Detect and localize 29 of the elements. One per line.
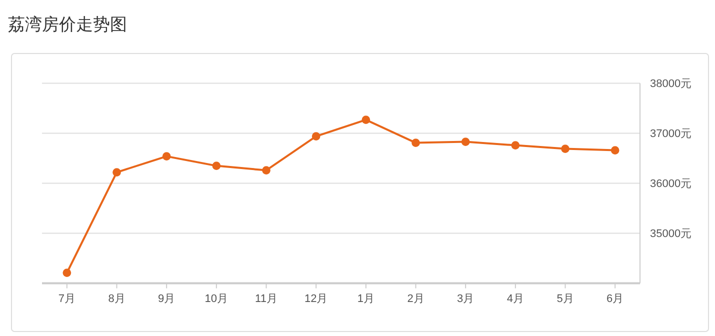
y-tick-label: 36000元	[650, 178, 692, 190]
point	[262, 166, 270, 174]
point	[62, 268, 72, 277]
y-tick-label: 38000元	[650, 78, 692, 90]
point	[162, 152, 171, 160]
point	[312, 132, 320, 140]
point	[412, 138, 420, 147]
x-tick-label: 6月	[606, 293, 624, 306]
x-tick-label: 5月	[556, 293, 574, 306]
chart-title: 荔湾房价走势图	[8, 15, 127, 35]
point	[461, 138, 470, 146]
point	[212, 162, 221, 170]
point	[362, 116, 370, 124]
x-tick-label: 10月	[204, 293, 228, 306]
point	[561, 144, 570, 153]
x-tick-label: 2月	[407, 293, 424, 306]
x-tick-label: 9月	[158, 293, 176, 306]
x-tick-label: 8月	[108, 293, 126, 306]
x-tick-label: 11月	[255, 293, 278, 306]
x-tick-label: 4月	[506, 293, 524, 306]
x-tick-label: 1月	[357, 293, 374, 306]
x-tick-label: 7月	[58, 293, 76, 306]
x-tick-label: 3月	[457, 293, 474, 306]
point	[112, 168, 121, 176]
point	[610, 146, 620, 154]
point	[511, 141, 520, 150]
x-tick-label: 12月	[304, 293, 328, 306]
y-tick-label: 37000元	[650, 128, 692, 140]
y-tick-label: 35000元	[650, 228, 692, 240]
